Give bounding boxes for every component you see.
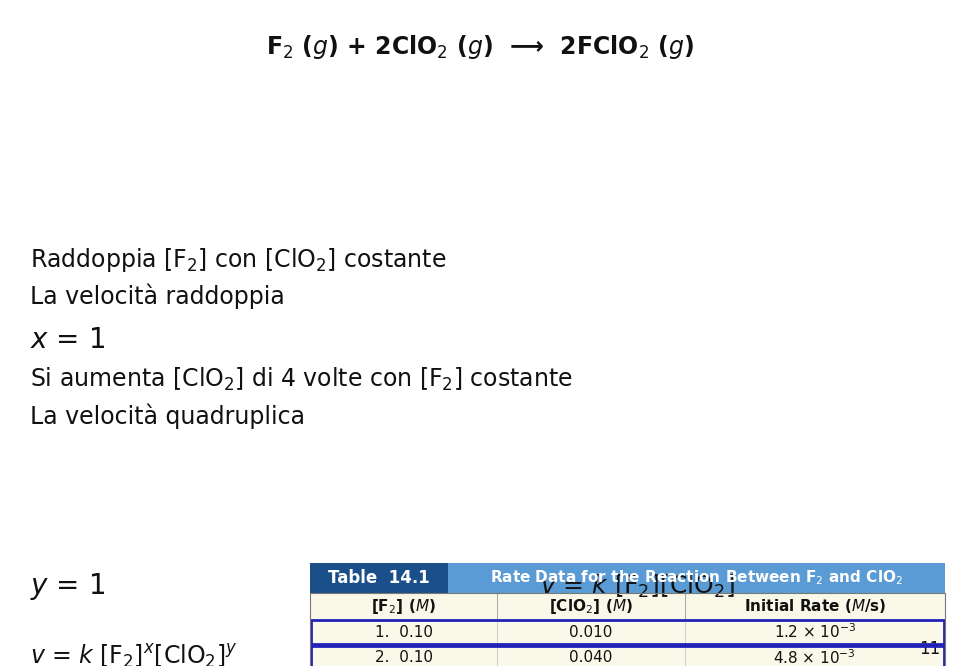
Text: $y$ = 1: $y$ = 1 <box>30 571 105 601</box>
Bar <box>310 645 945 666</box>
Text: Rate Data for the Reaction Between F$_2$ and ClO$_2$: Rate Data for the Reaction Between F$_2$… <box>490 568 903 587</box>
Bar <box>310 563 448 593</box>
Bar <box>448 563 945 593</box>
Text: 0.040: 0.040 <box>569 650 612 665</box>
Bar <box>310 593 945 666</box>
Text: 0.010: 0.010 <box>569 625 612 639</box>
Text: La velocità raddoppia: La velocità raddoppia <box>30 284 285 309</box>
Bar <box>311 646 944 666</box>
Text: $v$ = $k$ [F$_2$]$^x$[ClO$_2$]$^y$: $v$ = $k$ [F$_2$]$^x$[ClO$_2$]$^y$ <box>30 643 237 666</box>
Text: [F$_2$] ($M$): [F$_2$] ($M$) <box>372 597 436 615</box>
Bar <box>311 621 944 643</box>
Text: 2.  0.10: 2. 0.10 <box>374 650 433 665</box>
Text: F$_2$ ($g$) + 2ClO$_2$ ($g$)  ⟶  2FClO$_2$ ($g$): F$_2$ ($g$) + 2ClO$_2$ ($g$) ⟶ 2FClO$_2$… <box>266 33 694 61</box>
Text: 1.  0.10: 1. 0.10 <box>374 625 433 639</box>
Text: 4.8 × 10$^{-3}$: 4.8 × 10$^{-3}$ <box>774 648 856 666</box>
Text: $x$ = 1: $x$ = 1 <box>30 326 105 354</box>
Bar <box>310 619 945 645</box>
Text: $v$ = $k$ [F$_2$][ClO$_2$]: $v$ = $k$ [F$_2$][ClO$_2$] <box>540 573 735 599</box>
Text: Initial Rate ($M$/s): Initial Rate ($M$/s) <box>744 597 886 615</box>
Text: [ClO$_2$] ($M$): [ClO$_2$] ($M$) <box>549 597 633 615</box>
Text: 11: 11 <box>919 640 940 659</box>
Text: Table  14.1: Table 14.1 <box>328 569 430 587</box>
Text: 1.2 × 10$^{-3}$: 1.2 × 10$^{-3}$ <box>774 623 856 641</box>
Text: La velocità quadruplica: La velocità quadruplica <box>30 404 305 429</box>
Bar <box>310 593 945 619</box>
Text: Si aumenta [ClO$_2$] di 4 volte con [F$_2$] costante: Si aumenta [ClO$_2$] di 4 volte con [F$_… <box>30 366 573 393</box>
Text: Raddoppia [F$_2$] con [ClO$_2$] costante: Raddoppia [F$_2$] con [ClO$_2$] costante <box>30 246 446 274</box>
